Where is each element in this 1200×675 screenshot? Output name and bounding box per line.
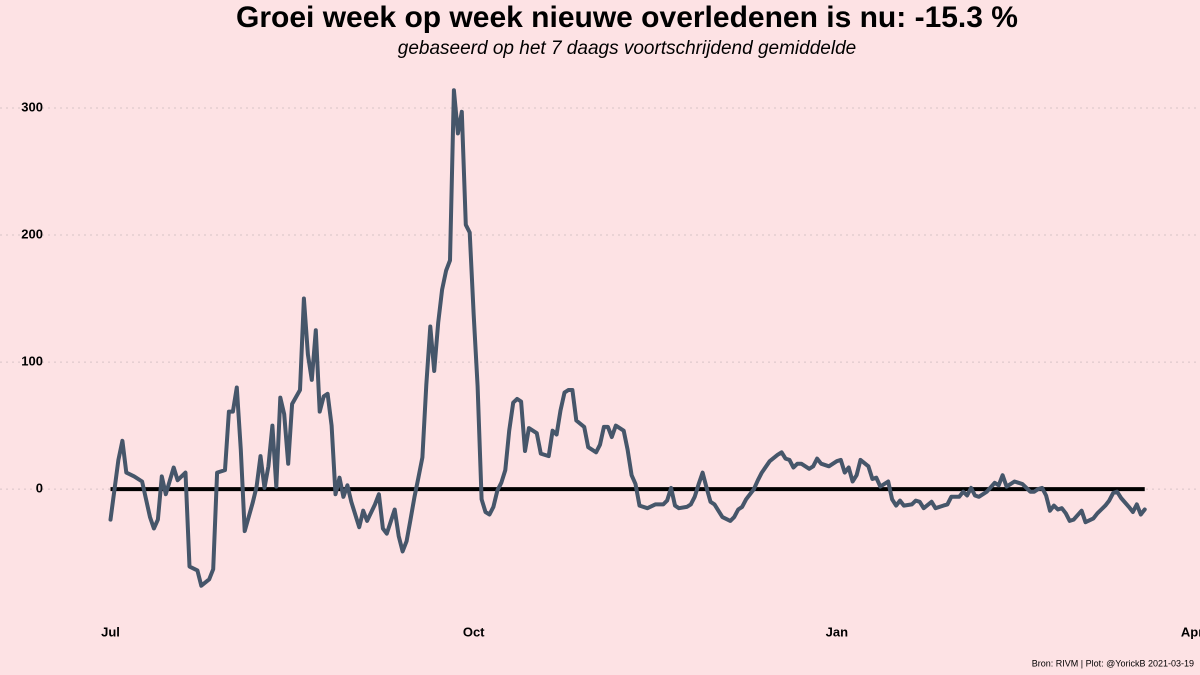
data-line <box>108 88 1147 588</box>
chart-title: Groei week op week nieuwe overledenen is… <box>236 1 1018 34</box>
x-tick-label: Oct <box>463 624 485 639</box>
x-tick-label: Jul <box>101 624 120 639</box>
y-tick-label: 0 <box>36 481 43 496</box>
y-tick-label: 200 <box>21 226 43 241</box>
chart-subtitle: gebaseerd op het 7 daags voortschrijdend… <box>398 38 856 59</box>
x-tick-label: Jan <box>826 624 848 639</box>
y-tick-label: 300 <box>21 99 43 114</box>
y-tick-label: 100 <box>21 354 43 369</box>
caption: Bron: RIVM | Plot: @YorickB 2021-03-19 <box>1032 658 1194 668</box>
x-tick-label: Apr <box>1181 624 1200 639</box>
